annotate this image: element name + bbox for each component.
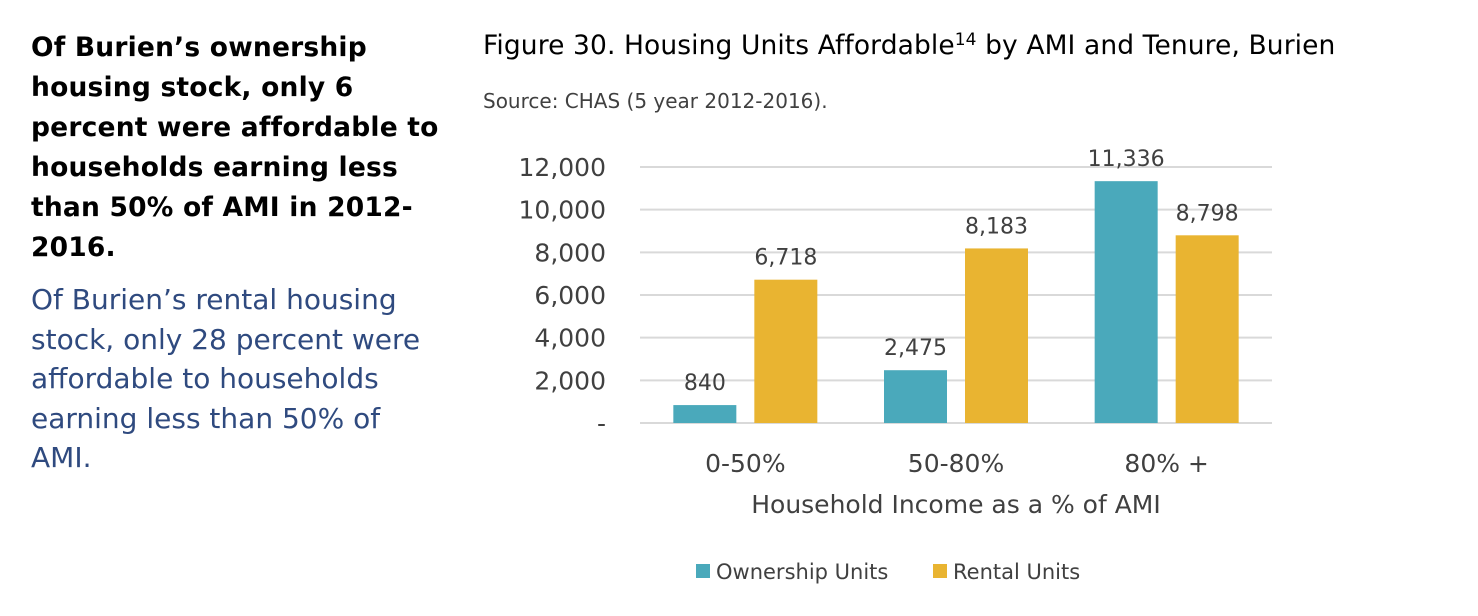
bar-value-labels: 840 6,718 2,475 8,183 11,336 8,798 — [684, 147, 1239, 396]
bar-ownership — [1094, 181, 1158, 423]
y-tick-label: 6,000 — [534, 281, 606, 310]
y-tick-label: 4,000 — [534, 324, 606, 353]
bar-ownership — [884, 370, 947, 423]
ownership-callout-line: housing stock, only 6 — [31, 72, 354, 103]
bar-value-label: 840 — [684, 371, 726, 396]
x-axis-label: Household Income as a % of AMI — [751, 490, 1161, 519]
y-tick-label: 10,000 — [519, 196, 606, 225]
bar-value-label: 8,183 — [965, 214, 1028, 239]
callout-panel: Of Burien’s ownership housing stock, onl… — [31, 28, 451, 478]
y-tick-label: - — [597, 409, 606, 438]
legend-swatch-ownership — [696, 564, 710, 578]
gridlines — [640, 166, 1272, 424]
bar-rental — [965, 248, 1028, 423]
x-tick-label: 80% + — [1124, 449, 1208, 478]
legend-label: Rental Units — [953, 560, 1080, 584]
ownership-callout-line: percent were affordable to — [31, 112, 439, 143]
y-tick-label: 2,000 — [534, 366, 606, 395]
figure-title: Figure 30. Housing Units Affordable14 by… — [483, 30, 1335, 61]
rental-callout: Of Burien’s rental housing stock, only 2… — [31, 280, 451, 478]
figure-title-footnote: 14 — [954, 30, 977, 50]
rental-callout-line: stock, only 28 percent were — [31, 322, 421, 356]
bar-value-label: 2,475 — [884, 336, 947, 361]
x-tick-label: 0-50% — [705, 449, 786, 478]
ownership-callout-line: 2016. — [31, 232, 116, 263]
bar-ownership — [673, 405, 737, 423]
legend-swatch-rental — [933, 564, 947, 578]
bar-rental — [1175, 235, 1239, 423]
bar-value-label: 8,798 — [1176, 201, 1239, 226]
bars — [673, 181, 1239, 423]
y-tick-label: 12,000 — [519, 153, 606, 182]
bar-value-label: 6,718 — [754, 246, 817, 271]
ownership-callout-line: than 50% of AMI in 2012- — [31, 192, 413, 223]
rental-callout-line: Of Burien’s rental housing — [31, 283, 397, 316]
rental-callout-line: affordable to households — [31, 362, 379, 395]
bar-rental — [754, 279, 818, 423]
bar-value-label: 11,336 — [1088, 147, 1165, 172]
bar-chart: - 2,000 4,000 6,000 8,000 10,000 12,000 840 6,7… — [519, 147, 1272, 584]
figure-source: Source: CHAS (5 year 2012-2016). — [483, 89, 828, 113]
figure-title-rest: by AMI and Tenure, Burien — [976, 30, 1336, 61]
x-axis-ticks: 0-50% 50-80% 80% + — [705, 449, 1209, 478]
y-tick-label: 8,000 — [534, 238, 606, 267]
x-tick-label: 50-80% — [908, 449, 1004, 478]
y-axis-ticks: - 2,000 4,000 6,000 8,000 10,000 12,000 — [519, 153, 606, 438]
ownership-callout-line: households earning less — [31, 152, 398, 183]
legend-label: Ownership Units — [716, 560, 888, 584]
ownership-callout-line: Of Burien’s ownership — [31, 32, 367, 63]
legend: Ownership Units Rental Units — [696, 560, 1080, 584]
ownership-callout: Of Burien’s ownership housing stock, onl… — [31, 28, 451, 268]
rental-callout-line: earning less than 50% of — [31, 401, 381, 435]
rental-callout-line: AMI. — [31, 441, 92, 474]
figure-title-main: Figure 30. Housing Units Affordable — [483, 30, 955, 61]
